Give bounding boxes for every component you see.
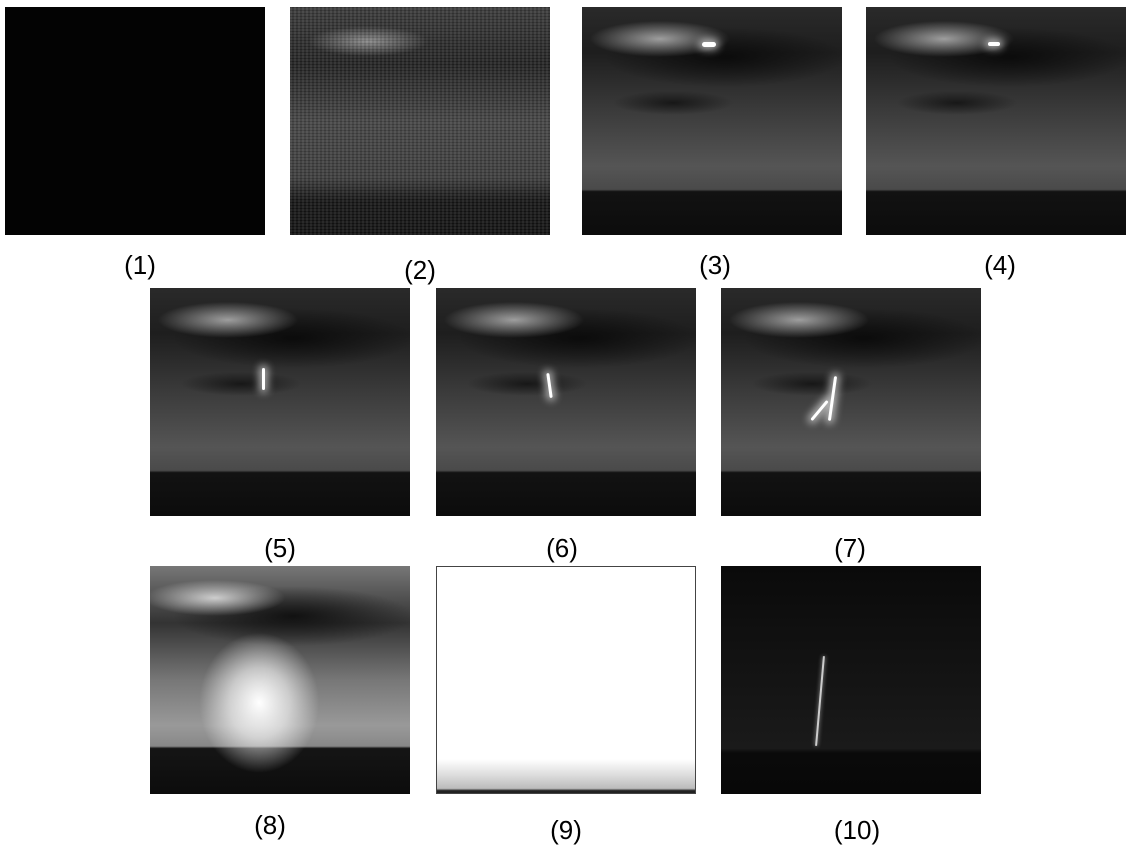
photo <box>436 566 696 794</box>
photo <box>582 7 842 235</box>
panel-label: (4) <box>984 250 1016 280</box>
lightning <box>810 399 829 422</box>
lightning <box>262 368 265 390</box>
lightning <box>988 42 1000 46</box>
photo <box>436 288 696 516</box>
panel-label: (1) <box>124 250 156 280</box>
panel-label: (3) <box>699 250 731 280</box>
panel-label: (8) <box>254 810 286 840</box>
photo <box>721 288 981 516</box>
photo <box>721 566 981 794</box>
panel-label: (7) <box>834 533 866 563</box>
lightning <box>827 376 838 421</box>
photo <box>5 7 265 235</box>
photo <box>290 7 550 235</box>
photo <box>866 7 1126 235</box>
panel-label: (2) <box>404 255 436 285</box>
panel-label: (6) <box>546 533 578 563</box>
lightning <box>815 656 825 746</box>
panel-label: (10) <box>833 815 881 845</box>
panel-label: (9) <box>550 815 582 845</box>
panel-label: (5) <box>264 533 296 563</box>
lightning <box>702 42 716 47</box>
photo <box>150 288 410 516</box>
lightning <box>546 372 553 399</box>
photo <box>150 566 410 794</box>
